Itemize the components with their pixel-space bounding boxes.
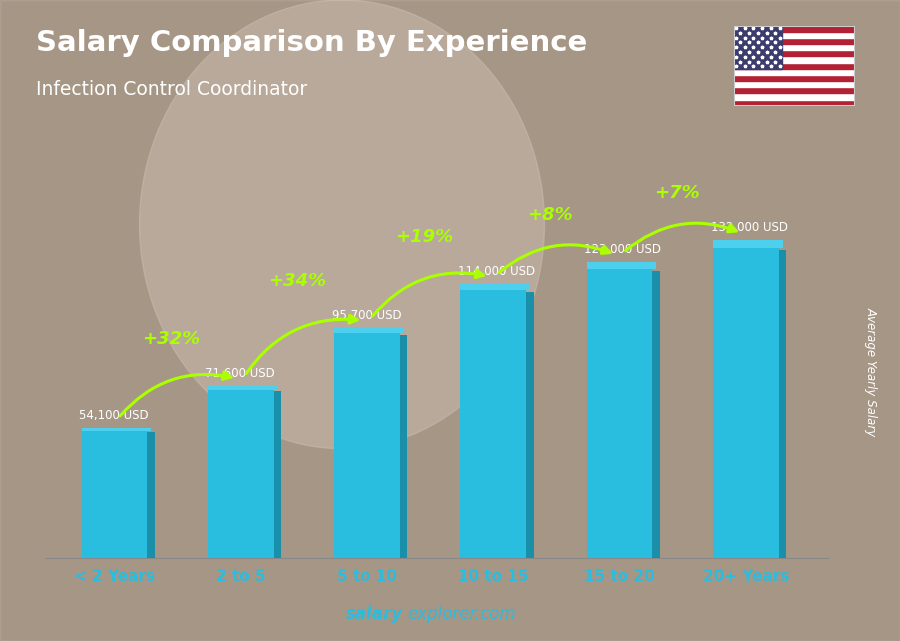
Bar bbox=[334, 328, 400, 558]
Text: 71,600 USD: 71,600 USD bbox=[205, 367, 275, 379]
Bar bbox=[734, 26, 782, 69]
Bar bbox=[734, 81, 855, 87]
Text: 132,000 USD: 132,000 USD bbox=[711, 221, 788, 235]
Bar bbox=[734, 99, 855, 106]
Bar bbox=[334, 328, 404, 333]
Text: +19%: +19% bbox=[395, 228, 453, 246]
Bar bbox=[148, 431, 155, 558]
Bar bbox=[82, 428, 151, 431]
Text: 123,000 USD: 123,000 USD bbox=[584, 243, 662, 256]
Bar bbox=[461, 283, 526, 558]
Text: +32%: +32% bbox=[142, 329, 201, 347]
Bar bbox=[734, 69, 855, 75]
Text: 54,100 USD: 54,100 USD bbox=[79, 408, 148, 422]
Bar bbox=[734, 50, 855, 56]
Bar bbox=[208, 386, 274, 558]
Bar bbox=[652, 271, 660, 558]
Bar bbox=[208, 385, 277, 390]
Text: 95,700 USD: 95,700 USD bbox=[332, 308, 401, 322]
Bar bbox=[461, 283, 530, 290]
Bar bbox=[734, 75, 855, 81]
Bar bbox=[734, 56, 855, 63]
Bar bbox=[713, 240, 778, 558]
Text: +34%: +34% bbox=[268, 272, 327, 290]
Text: Average Yearly Salary: Average Yearly Salary bbox=[865, 307, 878, 437]
Bar bbox=[526, 292, 534, 558]
Bar bbox=[734, 63, 855, 69]
Text: explorer.com: explorer.com bbox=[407, 605, 516, 623]
Bar bbox=[713, 240, 782, 248]
Bar bbox=[274, 391, 281, 558]
Bar bbox=[734, 87, 855, 94]
Bar bbox=[734, 44, 855, 50]
Text: Infection Control Coordinator: Infection Control Coordinator bbox=[36, 80, 307, 99]
Bar bbox=[587, 262, 652, 558]
Bar bbox=[587, 262, 656, 269]
Bar bbox=[778, 250, 787, 558]
Bar bbox=[400, 335, 408, 558]
Bar bbox=[734, 26, 855, 32]
Text: +7%: +7% bbox=[653, 185, 699, 203]
Bar bbox=[734, 38, 855, 44]
Text: +8%: +8% bbox=[527, 206, 573, 224]
Bar bbox=[734, 94, 855, 99]
Text: salary: salary bbox=[346, 605, 403, 623]
Text: Salary Comparison By Experience: Salary Comparison By Experience bbox=[36, 29, 587, 57]
Text: 114,000 USD: 114,000 USD bbox=[458, 265, 536, 278]
Bar bbox=[734, 32, 855, 38]
Bar bbox=[82, 428, 148, 558]
Ellipse shape bbox=[140, 0, 544, 449]
